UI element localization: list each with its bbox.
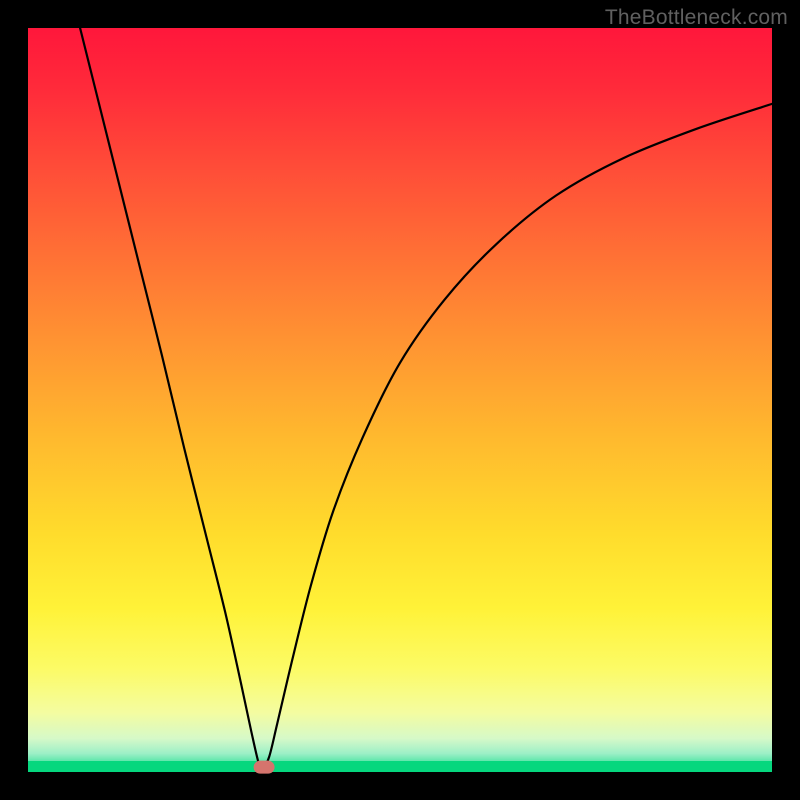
minimum-marker — [253, 761, 274, 774]
plot-box — [28, 28, 772, 772]
watermark-text: TheBottleneck.com — [605, 6, 788, 30]
chart-container: { "watermark": { "text": "TheBottleneck.… — [0, 0, 800, 800]
curve-layer — [28, 28, 772, 772]
plot-area — [28, 28, 772, 772]
bottleneck-curve — [80, 28, 772, 769]
